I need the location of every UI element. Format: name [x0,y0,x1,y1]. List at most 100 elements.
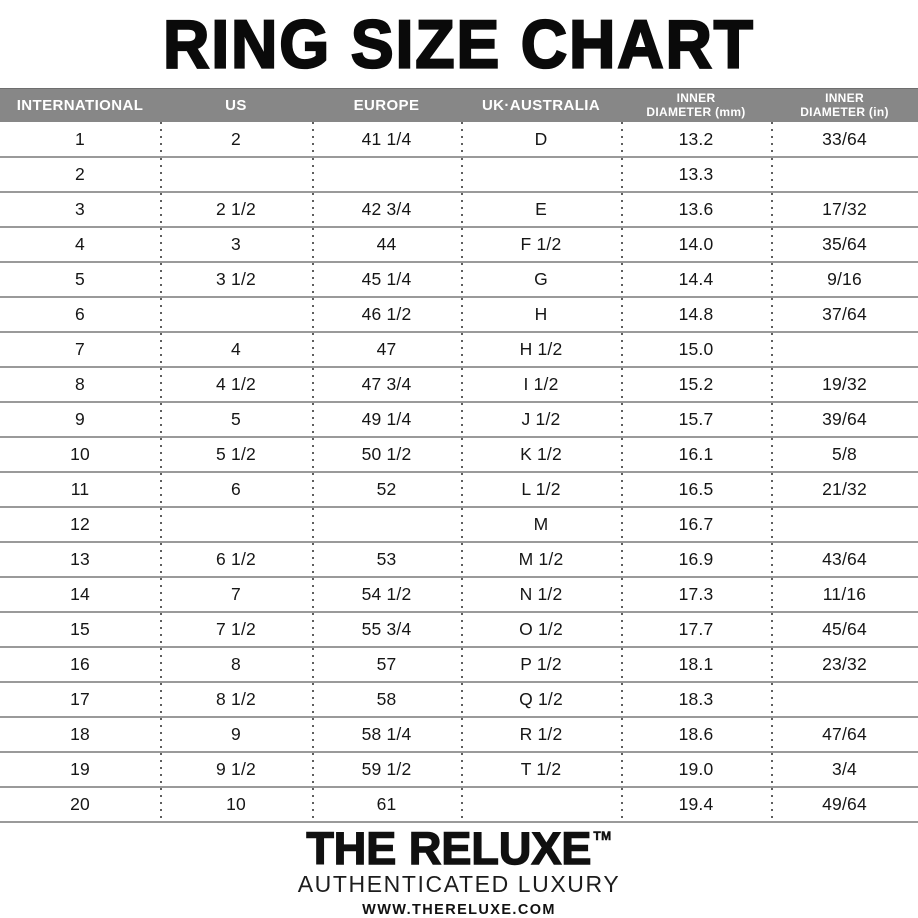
cell-us: 2 [160,122,312,158]
column-label: INNER [825,91,864,106]
cell-uk-australia: Q 1/2 [461,682,621,718]
cell-international: 1 [0,122,160,158]
cell-inner-diameter-in: 47/64 [771,717,918,753]
cell-uk-australia: R 1/2 [461,717,621,753]
column-label: DIAMETER (mm) [646,105,746,120]
table-row: 6 46 1/2 H 14.8 37/64 [0,297,918,333]
column-label: US [225,96,247,114]
cell-inner-diameter-mm: 19.0 [621,752,771,788]
cell-us: 3 [160,227,312,263]
column-label: DIAMETER (in) [800,105,889,120]
cell-uk-australia: P 1/2 [461,647,621,683]
cell-inner-diameter-mm: 14.0 [621,227,771,263]
cell-inner-diameter-in: 45/64 [771,612,918,648]
table-row: 13 6 1/2 53 M 1/2 16.9 43/64 [0,542,918,578]
cell-us [160,507,312,543]
cell-europe: 58 1/4 [312,717,461,753]
cell-us: 8 [160,647,312,683]
column-label: EUROPE [353,96,420,114]
cell-uk-australia [461,787,621,823]
table-row: 2 13.3 [0,157,918,193]
cell-international: 13 [0,542,160,578]
cell-inner-diameter-in [771,507,918,543]
cell-europe: 45 1/4 [312,262,461,298]
cell-europe: 44 [312,227,461,263]
cell-inner-diameter-mm: 15.2 [621,367,771,403]
page-title: RING SIZE CHART [162,4,755,83]
brand-name: THE RELUXE [306,823,592,874]
cell-uk-australia: L 1/2 [461,472,621,508]
cell-uk-australia: E [461,192,621,228]
cell-international: 16 [0,647,160,683]
cell-uk-australia: H [461,297,621,333]
cell-international: 7 [0,332,160,368]
cell-international: 8 [0,367,160,403]
table-row: 15 7 1/2 55 3/4 O 1/2 17.7 45/64 [0,612,918,648]
cell-us: 9 1/2 [160,752,312,788]
cell-international: 18 [0,717,160,753]
cell-europe: 41 1/4 [312,122,461,158]
cell-europe: 42 3/4 [312,192,461,228]
cell-international: 12 [0,507,160,543]
cell-inner-diameter-in: 19/32 [771,367,918,403]
cell-uk-australia: K 1/2 [461,437,621,473]
cell-inner-diameter-mm: 18.6 [621,717,771,753]
column-header-us: US [160,87,312,122]
cell-inner-diameter-mm: 18.3 [621,682,771,718]
table-row: 1 2 41 1/4 D 13.2 33/64 [0,122,918,158]
cell-international: 10 [0,437,160,473]
column-label: INNER [676,91,716,106]
cell-europe: 49 1/4 [312,402,461,438]
cell-us: 6 [160,472,312,508]
cell-inner-diameter-mm: 16.7 [621,507,771,543]
cell-uk-australia [461,157,621,193]
cell-inner-diameter-in: 9/16 [771,262,918,298]
cell-us: 10 [160,787,312,823]
column-header-europe: EUROPE [312,87,461,122]
cell-uk-australia: D [461,122,621,158]
cell-uk-australia: N 1/2 [461,577,621,613]
ring-size-table: INTERNATIONAL US EUROPE UK·AUSTRALIA INN… [0,87,918,823]
cell-inner-diameter-in: 11/16 [771,577,918,613]
cell-inner-diameter-mm: 14.8 [621,297,771,333]
cell-inner-diameter-in: 23/32 [771,647,918,683]
table-row: 18 9 58 1/4 R 1/2 18.6 47/64 [0,717,918,753]
cell-us: 5 1/2 [160,437,312,473]
cell-us: 8 1/2 [160,682,312,718]
cell-inner-diameter-in: 21/32 [771,472,918,508]
column-header-uk-australia: UK·AUSTRALIA [461,87,621,122]
cell-us: 4 1/2 [160,367,312,403]
table-row: 16 8 57 P 1/2 18.1 23/32 [0,647,918,683]
cell-inner-diameter-mm: 15.7 [621,402,771,438]
table-row: 11 6 52 L 1/2 16.5 21/32 [0,472,918,508]
cell-europe: 50 1/2 [312,437,461,473]
cell-inner-diameter-in: 37/64 [771,297,918,333]
cell-inner-diameter-mm: 13.3 [621,157,771,193]
cell-inner-diameter-mm: 17.3 [621,577,771,613]
cell-international: 17 [0,682,160,718]
table-row: 5 3 1/2 45 1/4 G 14.4 9/16 [0,262,918,298]
cell-international: 4 [0,227,160,263]
cell-europe: 47 3/4 [312,367,461,403]
cell-inner-diameter-mm: 18.1 [621,647,771,683]
table-row: 20 10 61 19.4 49/64 [0,787,918,823]
cell-inner-diameter-mm: 16.5 [621,472,771,508]
cell-us: 9 [160,717,312,753]
table-row: 17 8 1/2 58 Q 1/2 18.3 [0,682,918,718]
table-row: 8 4 1/2 47 3/4 I 1/2 15.2 19/32 [0,367,918,403]
column-header-inner-diameter-mm: INNER DIAMETER (mm) [621,87,771,122]
cell-europe: 54 1/2 [312,577,461,613]
cell-inner-diameter-mm: 13.6 [621,192,771,228]
cell-europe: 52 [312,472,461,508]
cell-inner-diameter-in: 39/64 [771,402,918,438]
cell-uk-australia: T 1/2 [461,752,621,788]
cell-uk-australia: F 1/2 [461,227,621,263]
table-row: 12 M 16.7 [0,507,918,543]
cell-uk-australia: O 1/2 [461,612,621,648]
cell-international: 2 [0,157,160,193]
cell-international: 6 [0,297,160,333]
trademark-symbol: TM [593,829,612,843]
cell-us: 6 1/2 [160,542,312,578]
cell-inner-diameter-in [771,157,918,193]
